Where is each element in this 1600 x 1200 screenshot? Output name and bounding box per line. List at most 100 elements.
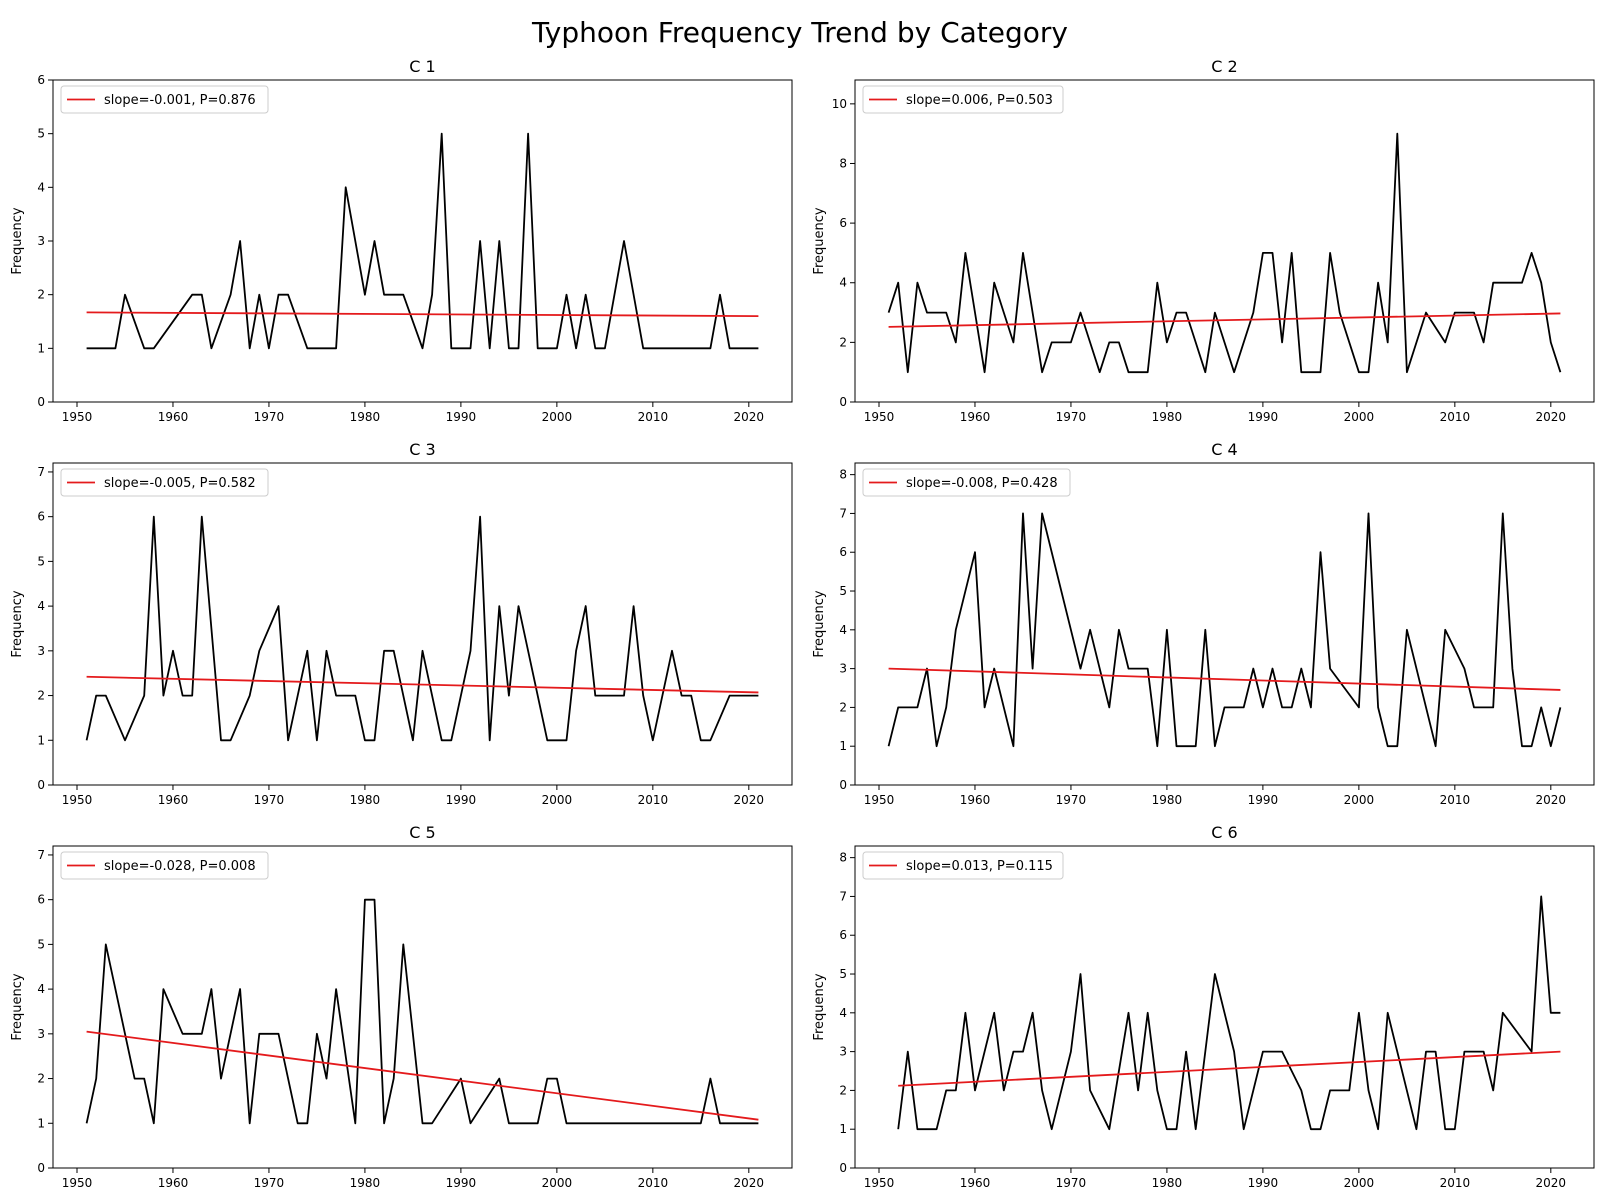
- y-tick-label: 7: [839, 889, 847, 903]
- x-tick-label: 1980: [1152, 410, 1183, 424]
- x-tick-label: 1960: [158, 410, 189, 424]
- y-tick-label: 6: [839, 928, 847, 942]
- legend-box: [862, 851, 1064, 880]
- x-tick-label: 2010: [1440, 1176, 1471, 1190]
- x-tick-label: 1980: [1152, 1176, 1183, 1190]
- y-tick-label: 0: [37, 1161, 45, 1175]
- subplot-title: C 2: [1211, 57, 1237, 76]
- y-tick-label: 7: [37, 848, 45, 862]
- x-tick-label: 1990: [446, 1176, 477, 1190]
- legend: slope=-0.005, P=0.582: [60, 468, 269, 497]
- y-tick-label: 0: [839, 778, 847, 792]
- subplot-1: C 1 Frequency 1950 1960 1970 1980 1990 2000 2010…: [10, 57, 793, 424]
- y-tick-label: 4: [37, 599, 45, 613]
- y-axis-label: Frequency: [10, 207, 25, 274]
- trend-line: [86, 675, 759, 694]
- x-tick-label: 2020: [734, 1176, 765, 1190]
- x-tick-label: 2010: [638, 793, 669, 807]
- x-tick-label: 2000: [542, 1176, 573, 1190]
- x-tick-label: 1970: [254, 410, 285, 424]
- y-tick-label: 5: [37, 554, 45, 568]
- frequency-line: [85, 898, 759, 1125]
- y-tick-label: 0: [37, 395, 45, 409]
- y-tick-label: 5: [37, 127, 45, 141]
- subplot-title: C 1: [409, 57, 435, 76]
- legend-label: slope=-0.005, P=0.582: [104, 476, 256, 491]
- x-tick-label: 1960: [158, 1176, 189, 1190]
- x-tick-label: 2010: [1440, 793, 1471, 807]
- legend-label: slope=-0.001, P=0.876: [104, 93, 256, 108]
- x-tick-label: 1970: [254, 793, 285, 807]
- y-tick-label: 3: [839, 1045, 847, 1059]
- x-tick-label: 2000: [1344, 793, 1375, 807]
- x-tick-label: 1980: [350, 793, 381, 807]
- subplot-title: C 5: [409, 823, 435, 842]
- y-tick-label: 2: [839, 700, 847, 714]
- legend-box: [862, 85, 1064, 114]
- x-tick-label: 2010: [1440, 410, 1471, 424]
- axes-frame: [52, 462, 793, 786]
- figure-title: Typhoon Frequency Trend by Category: [532, 16, 1068, 49]
- y-tick-label: 6: [839, 545, 847, 559]
- legend-label: slope=0.013, P=0.115: [906, 859, 1053, 874]
- frequency-line: [897, 895, 1561, 1131]
- y-tick-label: 1: [839, 1122, 847, 1136]
- x-tick-label: 1950: [864, 793, 895, 807]
- y-tick-label: 2: [839, 1083, 847, 1097]
- trend-line: [86, 311, 759, 318]
- y-tick-label: 2: [37, 1072, 45, 1086]
- trend-line: [888, 667, 1561, 691]
- x-tick-label: 1960: [158, 793, 189, 807]
- x-tick-label: 1950: [62, 1176, 93, 1190]
- y-tick-label: 8: [839, 851, 847, 865]
- legend-box: [60, 85, 269, 114]
- frequency-line: [85, 515, 759, 742]
- y-tick-label: 0: [37, 778, 45, 792]
- legend: slope=-0.001, P=0.876: [60, 85, 269, 114]
- y-tick-label: 6: [37, 893, 45, 907]
- x-tick-label: 2000: [1344, 410, 1375, 424]
- x-tick-label: 2000: [1344, 1176, 1375, 1190]
- x-tick-label: 2000: [542, 410, 573, 424]
- x-tick-label: 2020: [734, 793, 765, 807]
- subplot-6: C 6 Frequency 1950 1960 1970 1980 1990 2000 2010…: [812, 823, 1595, 1190]
- x-tick-label: 1970: [254, 1176, 285, 1190]
- frequency-line: [86, 132, 759, 350]
- subplot-3: C 3 Frequency 1950 1960 1970 1980 1990 2000 2010…: [10, 440, 793, 807]
- y-tick-label: 0: [839, 1161, 847, 1175]
- x-tick-label: 1950: [62, 793, 93, 807]
- x-tick-label: 1990: [1248, 793, 1279, 807]
- x-tick-label: 2010: [638, 410, 669, 424]
- x-tick-label: 1950: [864, 1176, 895, 1190]
- x-tick-label: 2010: [638, 1176, 669, 1190]
- x-tick-label: 1960: [960, 1176, 991, 1190]
- x-tick-label: 1970: [1056, 410, 1087, 424]
- legend-box: [862, 468, 1071, 497]
- x-tick-label: 1950: [864, 410, 895, 424]
- x-tick-label: 1990: [1248, 1176, 1279, 1190]
- y-tick-label: 7: [839, 506, 847, 520]
- y-axis-label: Frequency: [812, 207, 827, 274]
- y-tick-label: 5: [37, 937, 45, 951]
- subplot-title: C 3: [409, 440, 435, 459]
- legend-label: slope=-0.028, P=0.008: [104, 859, 256, 874]
- y-axis-label: Frequency: [812, 590, 827, 657]
- x-tick-label: 2000: [542, 793, 573, 807]
- x-tick-label: 1980: [350, 410, 381, 424]
- y-tick-label: 5: [839, 967, 847, 981]
- y-tick-label: 7: [37, 465, 45, 479]
- y-tick-label: 10: [832, 97, 847, 111]
- y-tick-label: 8: [839, 468, 847, 482]
- y-tick-label: 6: [37, 73, 45, 87]
- subplot-5: C 5 Frequency 1950 1960 1970 1980 1990 2000 2010…: [10, 823, 793, 1190]
- axes-frame: [854, 79, 1595, 403]
- axes-frame: [854, 845, 1595, 1169]
- y-tick-label: 3: [37, 1027, 45, 1041]
- y-tick-label: 4: [37, 982, 45, 996]
- subplot-title: C 4: [1211, 440, 1237, 459]
- x-tick-label: 1970: [1056, 1176, 1087, 1190]
- x-tick-label: 2020: [734, 410, 765, 424]
- y-axis-label: Frequency: [10, 590, 25, 657]
